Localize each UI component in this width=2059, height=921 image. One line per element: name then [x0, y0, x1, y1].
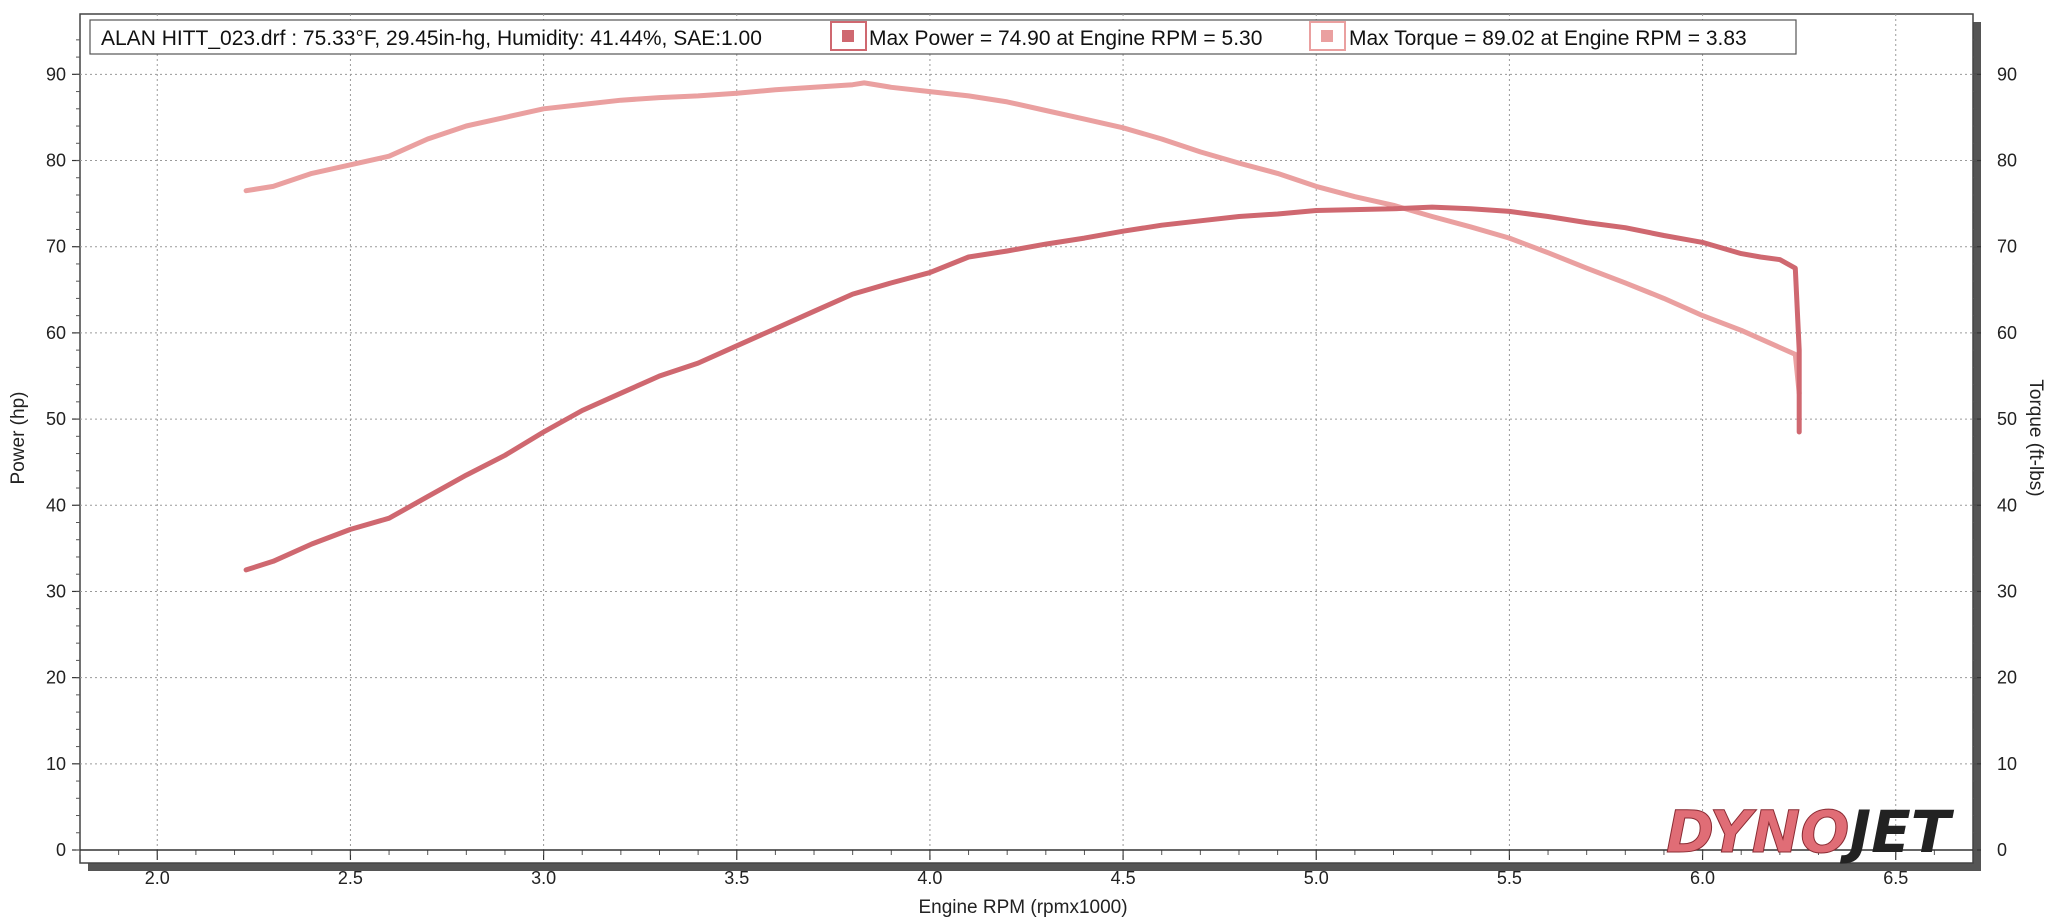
x-tick-label: 4.5 [1111, 868, 1136, 888]
y-tick-label: 70 [46, 237, 66, 257]
y-tick-label: 30 [46, 581, 66, 601]
legend-box [89, 19, 1797, 55]
legend-torque-swatch [1321, 30, 1333, 42]
chart-title: ALAN HITT_023.drf : 75.33°F, 29.45in-hg,… [101, 27, 762, 50]
y2-axis-label: Torque (ft-lbs) [2025, 379, 2046, 496]
y2-tick-label: 90 [1997, 64, 2017, 84]
legend-torque-label: Max Torque = 89.02 at Engine RPM = 3.83 [1349, 27, 1747, 50]
x-tick-label: 6.0 [1690, 868, 1715, 888]
y2-tick-label: 0 [1997, 840, 2007, 860]
y-tick-label: 20 [46, 668, 66, 688]
logo-dyno: DYNO [1666, 798, 1850, 866]
y-axis-label: Power (hp) [8, 392, 29, 485]
y2-tick-label: 80 [1997, 151, 2017, 171]
legend-power-label: Max Power = 74.90 at Engine RPM = 5.30 [869, 27, 1262, 50]
axes: 2.0 2.5 3.0 3.5 4.0 4.5 5.0 5.5 6.0 6.5 0 10 20 30 40 5… [46, 39, 2017, 888]
x-tick-label: 4.0 [917, 868, 942, 888]
y2-tick-label: 30 [1997, 581, 2017, 601]
legend-power-frame [830, 21, 867, 51]
legend-torque-frame [1309, 21, 1346, 51]
power-series-line [243, 204, 1802, 573]
y2-tick-label: 20 [1997, 668, 2017, 688]
y-tick-label: 40 [46, 495, 66, 515]
x-tick-label: 3.5 [724, 868, 749, 888]
y-tick-label: 60 [46, 323, 66, 343]
x-tick-label: 6.5 [1883, 868, 1908, 888]
y-tick-label: 10 [46, 754, 66, 774]
series-layer [243, 80, 1802, 573]
y2-tick-label: 10 [1997, 754, 2017, 774]
y2-tick-label: 40 [1997, 495, 2017, 515]
grid-lines [80, 14, 1973, 851]
plot-area [79, 13, 1974, 864]
torque-series-line [243, 80, 1802, 396]
y-tick-label: 80 [46, 151, 66, 171]
y-tick-label: 90 [46, 64, 66, 84]
legend-power-swatch [842, 30, 854, 42]
y-tick-label: 0 [56, 840, 66, 860]
x-tick-label: 2.0 [145, 868, 170, 888]
dynojet-logo: DYNOJET [1666, 798, 1955, 866]
x-tick-label: 3.0 [531, 868, 556, 888]
x-tick-label: 2.5 [338, 868, 363, 888]
y2-tick-label: 60 [1997, 323, 2017, 343]
y2-tick-label: 70 [1997, 237, 2017, 257]
x-tick-label: 5.0 [1304, 868, 1329, 888]
y-tick-label: 50 [46, 409, 66, 429]
x-tick-label: 5.5 [1497, 868, 1522, 888]
logo-jet: JET [1840, 798, 1955, 866]
x-axis-label: Engine RPM (rpmx1000) [918, 897, 1127, 918]
y2-tick-label: 50 [1997, 409, 2017, 429]
